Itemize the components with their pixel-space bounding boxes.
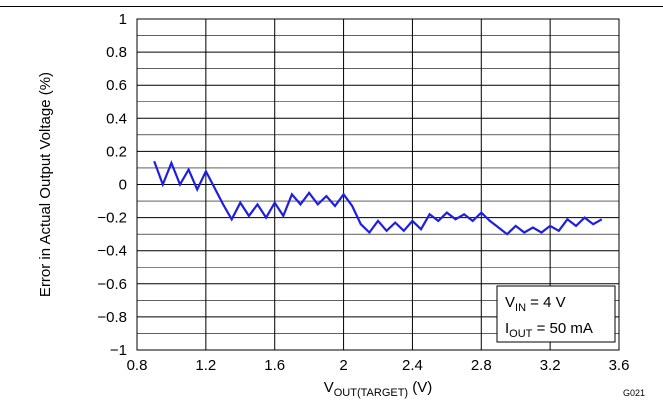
x-tick-label: 2.4 [402, 357, 423, 374]
figure-code: G021 [623, 388, 645, 398]
annotation-vin: VIN = 4 V [505, 294, 566, 314]
annotation-vin-main: V [505, 294, 515, 311]
legend-box [496, 285, 616, 343]
x-tick-label: 1.6 [264, 357, 285, 374]
annotation-iout-subscript: OUT [509, 328, 533, 340]
annotation-vin-subscript: IN [515, 302, 526, 314]
x-axis-label-unit: (V) [408, 379, 432, 396]
y-tick-label: 0.6 [106, 77, 127, 94]
y-tick-label: 0.8 [106, 44, 127, 61]
series-line [153, 160, 603, 236]
y-tick-label: −0.4 [97, 243, 127, 260]
x-tick-label: 3.2 [540, 357, 561, 374]
x-tick-label: 2.8 [471, 357, 492, 374]
x-tick-label: 0.8 [127, 357, 148, 374]
annotation-iout: IOUT = 50 mA [505, 320, 593, 340]
y-tick-label: −0.6 [97, 276, 127, 293]
x-axis-label-subscript: OUT(TARGET) [334, 387, 408, 399]
x-tick-label: 2 [339, 357, 347, 374]
x-axis-label-main: V [324, 379, 334, 396]
x-axis-label: VOUT(TARGET) (V) [324, 379, 433, 399]
y-tick-label: −0.8 [97, 309, 127, 326]
y-axis-ticks: −1 −0.8 −0.6 −0.4 −0.2 0 0.2 0.4 0.6 0.8 1 [97, 11, 127, 359]
grid-lines [136, 18, 620, 351]
y-tick-label: 0.2 [106, 143, 127, 160]
annotation-iout-main: I [505, 320, 509, 337]
plot-frame [136, 18, 620, 351]
y-tick-label: 0.4 [106, 110, 127, 127]
y-tick-label: −1 [110, 342, 127, 359]
x-axis-ticks: 0.8 1.2 1.6 2 2.4 2.8 3.2 3.6 [127, 357, 630, 374]
y-tick-label: 0 [119, 177, 127, 194]
x-tick-label: 1.2 [195, 357, 216, 374]
annotation-vin-value: = 4 V [526, 294, 566, 311]
annotation-iout-value: = 50 mA [532, 320, 592, 337]
y-tick-label: 1 [119, 11, 127, 28]
y-axis-label: Error in Actual Output Voltage (%) [37, 72, 54, 297]
y-tick-label: −0.2 [97, 210, 127, 227]
x-tick-label: 3.6 [609, 357, 630, 374]
